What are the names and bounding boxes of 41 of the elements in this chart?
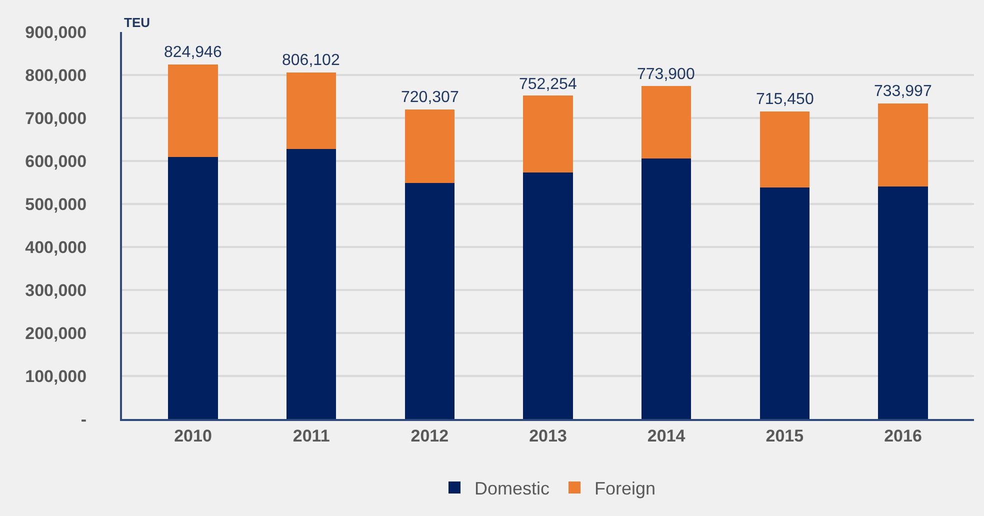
bar [523,96,573,173]
y-tick-label: 500,000 [25,194,87,214]
bar [641,158,692,419]
bar [286,72,336,149]
x-tick-label: 2011 [292,426,330,446]
total-label: 733,997 [874,83,932,100]
legend-label: Foreign [594,478,656,499]
x-tick-label: 2016 [884,426,922,446]
y-tick-label: 400,000 [25,238,87,257]
y-tick-label: 800,000 [25,66,87,85]
total-label: 806,102 [282,52,340,69]
x-tick-label: 2012 [410,426,449,446]
bar [168,157,218,419]
bar [168,64,218,158]
bar [760,111,810,188]
x-tick-label: 2015 [766,426,804,446]
y-tick-label: 100,000 [25,366,87,386]
bar [404,182,455,419]
y-tick-label: 900,000 [25,22,87,42]
y-tick-label: 200,000 [25,324,87,343]
y-tick-label: 600,000 [25,152,87,171]
y-tick-label: 700,000 [25,108,87,128]
x-tick-label: 2013 [529,426,567,446]
bar [523,172,573,419]
bar [878,186,928,419]
bar [878,103,928,186]
x-tick-label: 2010 [174,426,212,446]
y-axis-title: TEU [124,15,150,30]
y-tick-label: 300,000 [25,280,87,300]
y-tick-label: - [80,410,87,429]
x-tick-label: 2014 [647,426,686,446]
legend-label: Domestic [474,478,550,499]
bar [404,109,455,183]
bar [760,188,810,419]
total-label: 715,450 [756,91,814,108]
total-label: 752,254 [519,76,577,93]
total-label: 824,946 [164,44,222,61]
total-label: 773,900 [637,66,695,83]
total-label: 720,307 [401,89,459,106]
bar [641,86,692,158]
bar [286,148,336,419]
